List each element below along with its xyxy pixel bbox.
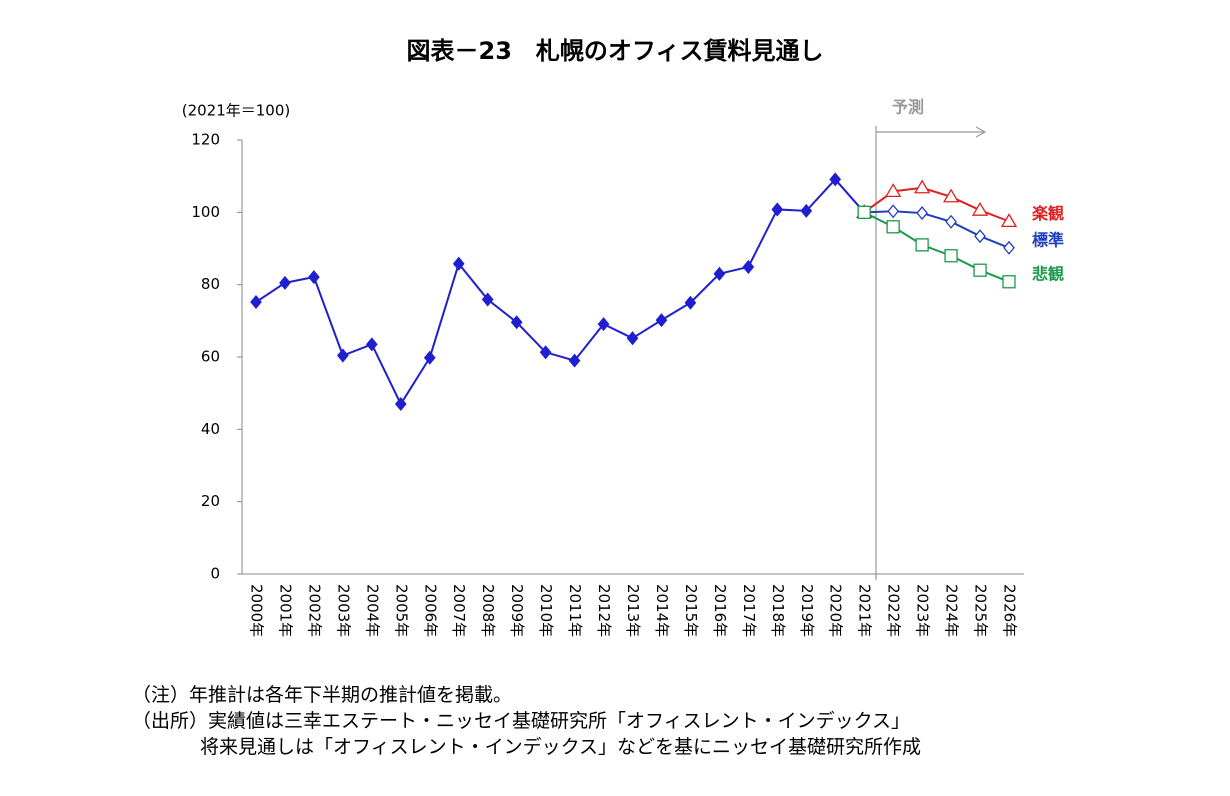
forecast-arrow-head: [975, 126, 987, 138]
x-tick-label: 2022年: [885, 584, 903, 637]
marker: [337, 348, 349, 363]
marker: [250, 295, 262, 310]
marker: [684, 295, 697, 310]
y-tick-label: 40: [201, 420, 220, 438]
series-line: [863, 211, 1010, 283]
marker: [916, 206, 928, 221]
note: 将来見通しは「オフィスレント・インデックス」などを基にニッセイ基礎研究所作成: [200, 736, 922, 758]
x-tick-label: 2004年: [363, 584, 381, 637]
x-tick-label: 2015年: [682, 584, 700, 637]
chart-title: 図表－23 札幌のオフィス賃料見通し: [407, 37, 824, 65]
x-tick-label: 2017年: [740, 584, 758, 637]
x-tick-label: 2002年: [305, 584, 323, 637]
marker: [885, 183, 902, 198]
marker: [713, 266, 726, 281]
x-tick-label: 2006年: [421, 584, 439, 637]
marker: [539, 345, 552, 360]
note: （出所）実績値は三幸エステート・ニッセイ基礎研究所「オフィスレント・インデックス…: [132, 710, 911, 732]
marker: [942, 188, 960, 203]
series-line: [864, 210, 1010, 249]
series-label: 標準: [1032, 230, 1064, 249]
marker: [481, 292, 494, 307]
marker: [1002, 275, 1016, 289]
marker: [887, 204, 899, 219]
marker: [771, 202, 784, 217]
x-tick-label: 2005年: [392, 584, 410, 637]
marker: [568, 353, 581, 368]
marker: [742, 259, 755, 274]
marker: [597, 317, 610, 332]
marker: [279, 275, 291, 290]
series-label: 悲観: [1032, 264, 1064, 283]
x-tick-label: 2018年: [769, 584, 787, 637]
x-tick-label: 2013年: [624, 584, 642, 637]
x-tick-label: 2010年: [537, 584, 555, 637]
x-tick-label: 2001年: [276, 584, 294, 637]
y-tick-label: 100: [191, 203, 220, 221]
x-tick-label: 2026年: [1001, 584, 1019, 637]
marker: [913, 179, 931, 194]
x-tick-label: 2009年: [508, 584, 526, 637]
marker: [944, 249, 958, 263]
marker: [973, 263, 987, 277]
x-tick-label: 2011年: [566, 584, 584, 637]
series-line: [255, 177, 865, 407]
marker: [1003, 240, 1015, 255]
marker: [971, 201, 989, 216]
y-tick-label: 60: [201, 348, 220, 366]
marker: [655, 313, 668, 328]
series-label: 楽観: [1031, 204, 1064, 223]
marker: [829, 172, 842, 187]
marker: [915, 238, 929, 252]
marker: [423, 350, 436, 365]
marker: [800, 203, 813, 218]
y-axis-label: (2021年＝100): [182, 102, 291, 120]
marker: [1000, 213, 1018, 228]
x-tick-label: 2000年: [248, 584, 266, 637]
series-line: [863, 186, 1010, 223]
x-tick-label: 2016年: [711, 584, 729, 637]
marker: [945, 214, 957, 229]
x-tick-label: 2024年: [943, 584, 961, 637]
marker: [366, 337, 378, 352]
marker: [394, 397, 407, 412]
x-tick-label: 2020年: [827, 584, 845, 637]
y-tick-label: 120: [191, 131, 220, 149]
marker: [886, 220, 900, 234]
marker: [452, 256, 465, 271]
y-tick-label: 80: [201, 275, 220, 293]
x-tick-label: 2021年: [856, 584, 874, 637]
marker: [857, 205, 871, 219]
x-tick-label: 2007年: [450, 584, 468, 637]
marker: [626, 331, 639, 346]
note: （注）年推計は各年下半期の推計値を掲載。: [132, 684, 513, 706]
x-tick-label: 2014年: [653, 584, 671, 637]
x-tick-label: 2025年: [972, 584, 990, 637]
x-tick-label: 2012年: [595, 584, 613, 637]
marker: [974, 229, 986, 244]
x-tick-label: 2023年: [914, 584, 932, 637]
y-tick-label: 0: [210, 565, 220, 583]
y-tick-label: 20: [201, 492, 220, 510]
marker: [308, 270, 320, 285]
x-tick-label: 2008年: [479, 584, 497, 637]
x-tick-label: 2019年: [798, 584, 816, 637]
forecast-label: 予測: [892, 98, 924, 117]
marker: [510, 315, 523, 330]
x-tick-label: 2003年: [334, 584, 352, 637]
